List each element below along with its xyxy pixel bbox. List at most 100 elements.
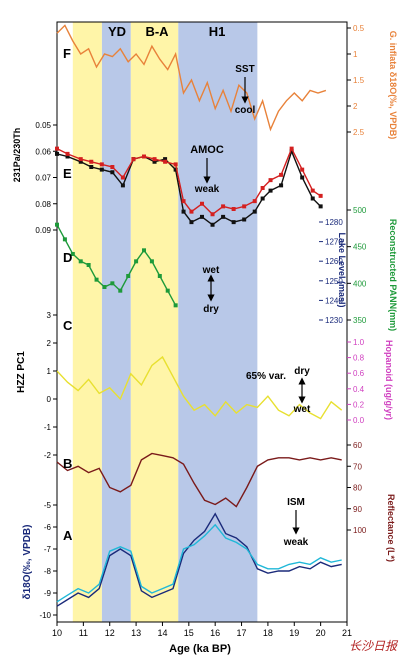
point-d-0-1 bbox=[62, 237, 67, 242]
point-e-1-15 bbox=[210, 212, 215, 217]
annotation-ism: ISM bbox=[287, 497, 305, 508]
point-e-1-18 bbox=[242, 204, 247, 209]
xtick-label-3: 13 bbox=[131, 628, 141, 638]
ytick-label-a-5: -5 bbox=[44, 501, 52, 510]
inner-tick-label-d-5: 1280 bbox=[325, 218, 343, 227]
point-e-0-5 bbox=[110, 170, 115, 175]
point-e-0-0 bbox=[55, 151, 59, 156]
series-a-1 bbox=[56, 523, 342, 603]
point-e-1-2 bbox=[78, 157, 83, 162]
inner-tick-label-d-3: 1260 bbox=[325, 257, 343, 266]
ytick-label-f-4: 2.5 bbox=[353, 128, 365, 137]
point-d-0-9 bbox=[126, 274, 131, 278]
right-tick-label-c-4: 0.8 bbox=[353, 354, 365, 363]
point-d-0-0 bbox=[55, 222, 59, 227]
y-axes: 0.5 1 1.5 2 2.5 0.05 0.06 0.07 0.08 0.09 350 400 450… bbox=[35, 24, 366, 620]
series-c-0 bbox=[56, 355, 343, 420]
point-e-1-24 bbox=[300, 167, 305, 172]
interval-label-h1: H1 bbox=[209, 24, 226, 39]
point-e-1-12 bbox=[181, 199, 186, 204]
point-d-0-5 bbox=[94, 277, 99, 282]
xtick-label-5: 15 bbox=[184, 628, 194, 638]
point-e-0-6 bbox=[120, 183, 125, 188]
right-tick-label-c-2: 0.4 bbox=[353, 385, 365, 394]
point-d-0-8 bbox=[118, 288, 123, 293]
point-d-0-13 bbox=[157, 274, 162, 278]
point-e-1-6 bbox=[120, 175, 125, 180]
annotation-65var: 65% var. bbox=[246, 371, 286, 382]
ytick-label-b-2: 80 bbox=[353, 484, 362, 493]
point-e-0-20 bbox=[260, 196, 265, 201]
right-tick-label-c-3: 0.6 bbox=[353, 369, 365, 378]
ylabel-b: Reflectance (L*) bbox=[386, 494, 396, 562]
annotation-sst: SST bbox=[235, 64, 254, 75]
xtick-label-7: 17 bbox=[237, 628, 247, 638]
point-e-0-2 bbox=[78, 159, 83, 164]
point-e-0-22 bbox=[279, 183, 284, 188]
ylabel-d-inner: Lake Level (masl) bbox=[337, 232, 347, 307]
point-e-1-3 bbox=[89, 159, 94, 164]
ytick-label-a-0: -10 bbox=[39, 611, 51, 620]
point-e-1-1 bbox=[65, 151, 70, 156]
xtick-label-9: 19 bbox=[289, 628, 299, 638]
point-e-0-10 bbox=[163, 157, 168, 162]
panel-letter-e: E bbox=[63, 166, 72, 181]
annotation-cool: cool bbox=[235, 105, 256, 116]
xtick-label-8: 18 bbox=[263, 628, 273, 638]
point-e-1-7 bbox=[131, 157, 136, 162]
ytick-label-b-4: 100 bbox=[353, 526, 367, 535]
point-e-0-24 bbox=[300, 175, 305, 180]
annotation-wet-c: wet bbox=[293, 404, 311, 415]
ytick-label-d-0: 350 bbox=[353, 316, 367, 325]
ylabel-f: G. inflata δ18O(‰, VPDB) bbox=[388, 31, 398, 139]
series-f-0 bbox=[56, 24, 327, 132]
right-tick-label-c-1: 0.2 bbox=[353, 400, 365, 409]
annotation-dry-d: dry bbox=[203, 304, 219, 315]
point-e-0-21 bbox=[268, 188, 273, 193]
point-e-0-1 bbox=[65, 154, 70, 159]
point-e-1-19 bbox=[252, 199, 257, 204]
ylabel-d: Reconstructed PANN(mm) bbox=[388, 219, 398, 331]
plot-frame bbox=[56, 21, 348, 623]
point-d-0-10 bbox=[134, 259, 139, 264]
ytick-label-e-0: 0.05 bbox=[35, 121, 51, 130]
xtick-label-10: 20 bbox=[316, 628, 326, 638]
point-e-0-13 bbox=[189, 220, 194, 225]
right-tick-label-c-5: 1.0 bbox=[353, 338, 365, 347]
ylabel-a: δ18O(‰, VPDB) bbox=[22, 525, 33, 600]
watermark-logo: 长沙日报 bbox=[348, 639, 397, 653]
point-e-0-15 bbox=[210, 222, 215, 227]
inner-tick-label-d-2: 1250 bbox=[325, 277, 343, 286]
point-e-1-9 bbox=[152, 157, 157, 162]
point-e-0-25 bbox=[310, 196, 315, 201]
point-e-1-8 bbox=[142, 154, 146, 159]
annotation-dry-c: dry bbox=[294, 366, 310, 377]
xtick-label-6: 16 bbox=[210, 628, 220, 638]
point-e-0-11 bbox=[173, 167, 178, 172]
x-axis: 10 11 12 13 14 15 16 17 18 19 20 21 bbox=[52, 622, 352, 638]
panel-letter-f: F bbox=[63, 46, 71, 61]
point-d-0-3 bbox=[78, 259, 83, 264]
point-e-1-13 bbox=[189, 209, 194, 214]
series-a-0 bbox=[56, 512, 342, 607]
point-e-1-17 bbox=[231, 207, 236, 211]
point-e-1-10 bbox=[163, 159, 168, 164]
annotation-amoc: AMOC bbox=[190, 144, 224, 156]
series-b-0 bbox=[56, 452, 342, 508]
point-e-0-16 bbox=[221, 214, 226, 219]
ytick-label-c-5: 3 bbox=[47, 311, 52, 320]
panel-letter-b: B bbox=[63, 456, 72, 471]
panel-letter-d: D bbox=[63, 250, 72, 265]
series-d-0 bbox=[56, 224, 177, 306]
xtick-label-4: 14 bbox=[157, 628, 167, 638]
xtick-label-11: 21 bbox=[342, 628, 352, 638]
ytick-label-f-3: 2 bbox=[353, 102, 358, 111]
point-e-0-3 bbox=[89, 165, 94, 169]
ytick-label-f-2: 1.5 bbox=[353, 76, 365, 85]
point-e-0-18 bbox=[242, 217, 247, 222]
point-e-1-22 bbox=[279, 172, 284, 177]
point-e-1-21 bbox=[268, 178, 273, 183]
point-d-0-6 bbox=[102, 285, 107, 289]
point-e-1-23 bbox=[289, 146, 294, 151]
ytick-label-d-3: 500 bbox=[353, 206, 367, 215]
